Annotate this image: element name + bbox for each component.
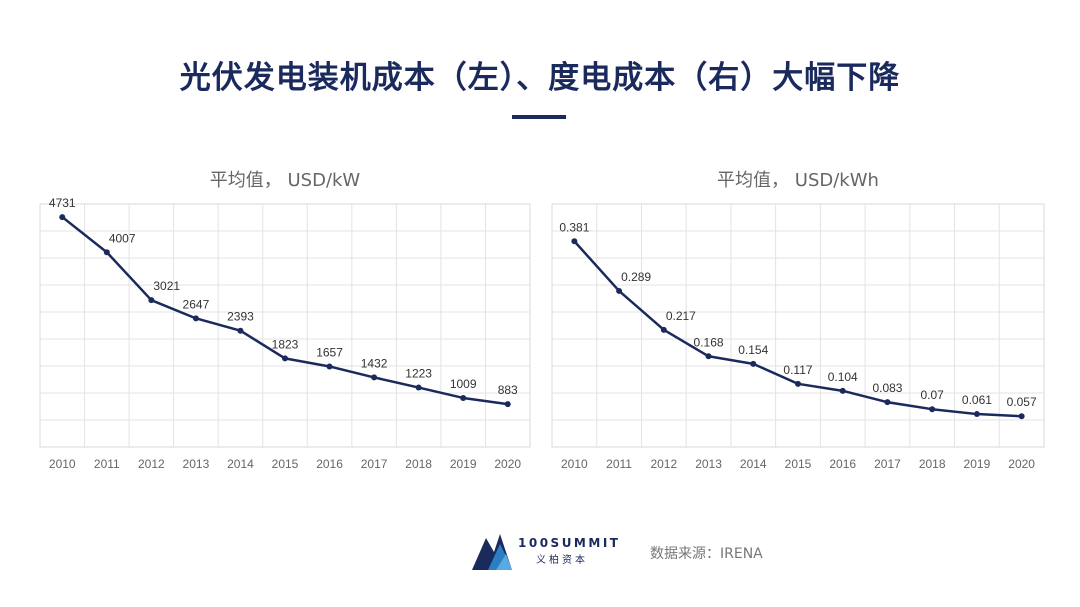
brand-name: 100SUMMIT [518, 536, 621, 550]
x-tick-label: 2012 [138, 457, 165, 471]
brand-logo-icon [472, 534, 512, 570]
data-label: 0.083 [872, 381, 902, 395]
x-tick-label: 2016 [829, 457, 856, 471]
x-tick-label: 2014 [227, 457, 254, 471]
data-point [326, 363, 333, 370]
data-point [371, 374, 378, 381]
data-label: 2393 [227, 310, 254, 324]
x-tick-label: 2016 [316, 457, 343, 471]
x-tick-label: 2020 [494, 457, 521, 471]
data-point [750, 360, 757, 367]
data-point [973, 411, 980, 418]
x-tick-label: 2013 [695, 457, 722, 471]
data-label: 0.057 [1007, 395, 1037, 409]
data-point [660, 326, 667, 333]
data-label: 1432 [361, 356, 388, 370]
data-label: 0.217 [666, 309, 696, 323]
x-tick-label: 2017 [874, 457, 901, 471]
brand-subtitle: 义柏资本 [536, 555, 588, 566]
data-point [148, 297, 155, 304]
x-tick-label: 2017 [361, 457, 388, 471]
data-point [571, 238, 578, 245]
data-point [884, 399, 891, 406]
data-point [705, 353, 712, 360]
x-tick-label: 2018 [919, 457, 946, 471]
data-label: 883 [498, 383, 518, 397]
data-label: 1223 [405, 367, 432, 381]
x-tick-label: 2010 [561, 457, 588, 471]
data-label: 4731 [49, 196, 76, 210]
data-point [282, 355, 288, 362]
data-point [1018, 413, 1025, 420]
data-point [415, 384, 422, 391]
data-label: 0.168 [694, 335, 724, 349]
data-point [59, 214, 66, 221]
data-label: 1657 [316, 345, 343, 359]
data-point [237, 327, 244, 334]
x-tick-label: 2019 [450, 457, 477, 471]
data-point [192, 315, 199, 322]
data-label: 0.289 [621, 270, 651, 284]
x-tick-label: 2020 [1008, 457, 1035, 471]
data-label: 0.07 [921, 388, 945, 402]
data-label: 0.154 [738, 343, 768, 357]
data-label: 1009 [450, 377, 477, 391]
data-point [460, 394, 467, 401]
data-label: 1823 [272, 337, 299, 351]
data-point [616, 287, 623, 294]
x-tick-label: 2015 [272, 457, 299, 471]
x-tick-label: 2019 [964, 457, 991, 471]
data-point [839, 387, 846, 394]
data-label: 2647 [183, 297, 210, 311]
data-point [103, 249, 110, 256]
plot-area [39, 203, 531, 448]
data-label: 3021 [153, 279, 180, 293]
x-tick-label: 2015 [785, 457, 812, 471]
data-point [929, 406, 936, 413]
x-tick-label: 2014 [740, 457, 767, 471]
chart-right-title: 平均值， USD/kWh [717, 170, 879, 191]
data-label: 0.117 [783, 363, 812, 377]
x-tick-label: 2011 [606, 457, 632, 471]
x-tick-label: 2012 [650, 457, 677, 471]
data-source: 数据来源：IRENA [650, 546, 763, 562]
x-tick-label: 2010 [49, 457, 76, 471]
chart-left-title: 平均值， USD/kW [209, 170, 361, 191]
plot-area [551, 203, 1045, 448]
x-tick-label: 2011 [94, 457, 120, 471]
title-underline [512, 115, 566, 119]
page-title: 光伏发电装机成本（左）、度电成本（右）大幅下降 [179, 60, 901, 96]
x-tick-label: 2018 [405, 457, 432, 471]
data-label: 0.061 [962, 393, 992, 407]
data-label: 0.381 [559, 220, 589, 234]
data-point [504, 401, 511, 408]
data-label: 0.104 [828, 370, 858, 384]
data-point [795, 380, 801, 387]
data-label: 4007 [109, 231, 136, 245]
x-tick-label: 2013 [183, 457, 210, 471]
